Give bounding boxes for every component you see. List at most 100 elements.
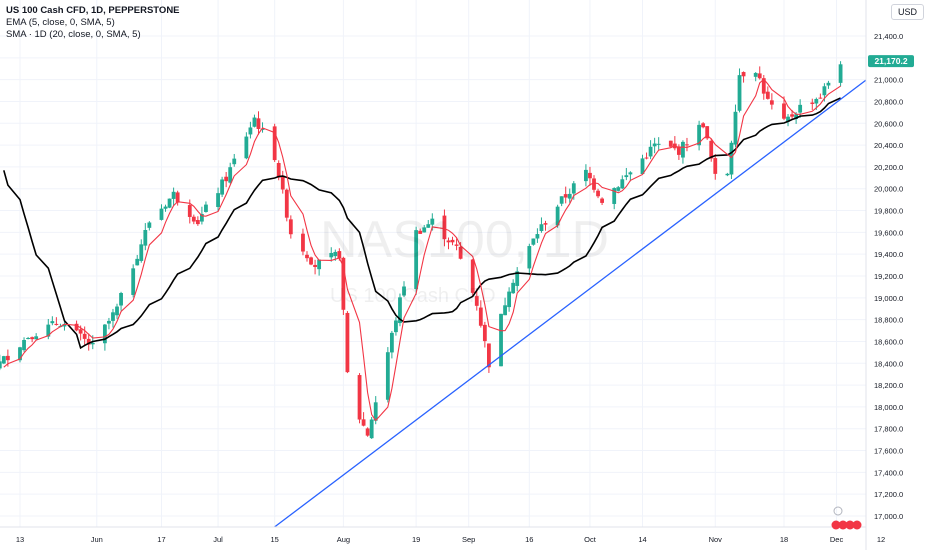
- candle-body: [697, 124, 701, 146]
- indicator-ema[interactable]: EMA (5, close, 0, SMA, 5): [6, 17, 115, 28]
- event-icons[interactable]: [831, 506, 862, 530]
- candle-body: [147, 222, 152, 228]
- candle-body: [34, 336, 39, 340]
- trend-line[interactable]: [274, 68, 882, 528]
- price-tick-label: 20,600.0: [874, 119, 903, 128]
- candle-body: [620, 179, 625, 189]
- candle-body: [373, 402, 378, 421]
- candle-body: [656, 143, 661, 145]
- candle-body: [709, 140, 714, 159]
- candle-body: [790, 114, 794, 117]
- candle-body: [503, 305, 507, 316]
- price-tick-label: 18,000.0: [874, 403, 903, 412]
- candle-body: [252, 117, 257, 127]
- candle-body: [612, 188, 617, 204]
- candle-body: [725, 173, 730, 176]
- price-tick-label: 19,200.0: [874, 272, 903, 281]
- candle-body: [187, 205, 192, 217]
- ema-line: [3, 78, 841, 422]
- us-flag-icon[interactable]: [845, 520, 855, 530]
- candle-body: [588, 172, 592, 179]
- time-tick-label: Aug: [337, 535, 350, 544]
- price-tick-label: 21,400.0: [874, 32, 903, 41]
- candle-body: [82, 333, 87, 339]
- candle-body: [592, 178, 596, 190]
- candle-body: [426, 224, 431, 228]
- candle-body: [786, 116, 790, 122]
- price-tick-label: 18,600.0: [874, 337, 903, 346]
- candle-body: [107, 320, 111, 324]
- lightning-icon[interactable]: [833, 506, 843, 516]
- candle-body: [389, 332, 394, 353]
- candle-body: [50, 321, 55, 324]
- candle-body: [301, 233, 305, 252]
- time-axis-labels: 13 Jun 17 Jul 15 Aug 19 Sep 16 Oct 14 Nov 18 Dec 12: [16, 535, 885, 544]
- candle-body: [224, 176, 229, 182]
- candle-body: [729, 142, 734, 175]
- candle-body: [761, 78, 766, 94]
- candle-body: [757, 73, 762, 79]
- us-flag-icon[interactable]: [831, 520, 841, 530]
- candle-body: [357, 375, 362, 420]
- candle-body: [559, 196, 564, 204]
- candle-body: [414, 230, 419, 290]
- candle-body: [531, 238, 536, 245]
- candle-body: [782, 103, 786, 119]
- candle-body: [341, 257, 346, 310]
- candle-body: [596, 190, 600, 197]
- candle-body: [159, 208, 164, 220]
- candle-body: [753, 72, 758, 77]
- candle-body: [135, 258, 140, 266]
- candle-body: [584, 169, 588, 182]
- chart-legend: US 100 Cash CFD, 1D, PEPPERSTONE EMA (5,…: [6, 5, 180, 41]
- candle-body: [309, 257, 313, 265]
- candles: [0, 61, 843, 439]
- candle-body: [22, 340, 26, 351]
- candle-body: [86, 338, 91, 345]
- candle-body: [220, 179, 225, 195]
- candle-body: [54, 323, 59, 325]
- candle-body: [216, 193, 220, 208]
- price-tick-label: 17,000.0: [874, 512, 903, 521]
- candle-body: [175, 192, 180, 203]
- candle-body: [701, 123, 706, 128]
- time-tick-label: 17: [157, 535, 165, 544]
- candle-body: [422, 227, 427, 233]
- symbol-title[interactable]: US 100 Cash CFD, 1D, PEPPERSTONE: [6, 5, 180, 16]
- candle-body: [539, 224, 544, 232]
- candle-body: [810, 102, 815, 104]
- candle-body: [478, 307, 483, 326]
- time-tick-label: 16: [525, 535, 533, 544]
- price-axis[interactable]: [866, 0, 932, 550]
- candle-body: [600, 198, 604, 203]
- us-flag-icon[interactable]: [852, 520, 862, 530]
- candle-body: [794, 114, 799, 120]
- candle-body: [139, 244, 144, 261]
- candle-body: [228, 167, 233, 183]
- candle-body: [256, 118, 261, 129]
- candle-body: [78, 329, 83, 334]
- candle-body: [305, 254, 309, 259]
- price-tick-label: 19,000.0: [874, 294, 903, 303]
- candle-body: [681, 141, 685, 158]
- sma-line: [3, 97, 841, 350]
- time-tick-label: Oct: [584, 535, 597, 544]
- candle-body: [369, 419, 374, 439]
- us-flag-icon[interactable]: [838, 520, 848, 530]
- price-tick-label: 19,600.0: [874, 228, 903, 237]
- candle-body: [741, 72, 746, 77]
- candle-body: [26, 338, 30, 340]
- time-tick-label: Nov: [709, 535, 723, 544]
- candle-body: [515, 271, 520, 286]
- candle-body: [733, 111, 738, 145]
- time-tick-label: 18: [780, 535, 788, 544]
- currency-button[interactable]: USD: [890, 4, 924, 20]
- candle-body: [507, 291, 512, 308]
- candle-body: [204, 204, 208, 212]
- indicator-sma[interactable]: SMA · 1D (20, close, 0, SMA, 5): [6, 29, 141, 40]
- watermark-description: US 100 Cash CFD: [330, 285, 496, 307]
- candle-body: [616, 187, 621, 191]
- price-tick-label: 18,800.0: [874, 316, 903, 325]
- candle-body: [18, 347, 22, 361]
